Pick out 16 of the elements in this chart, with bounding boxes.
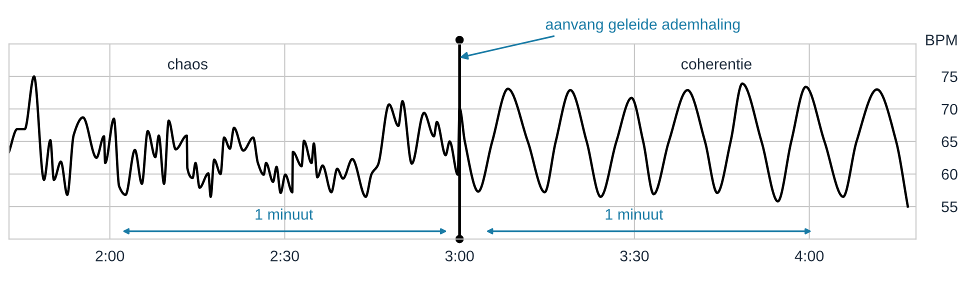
y-tick-label: 65: [942, 136, 958, 148]
y-tick-label: 70: [942, 104, 958, 115]
annotation: coherentie: [681, 58, 752, 70]
y-tick-label: 75: [942, 71, 958, 82]
x-tick-label: 2:00: [96, 250, 124, 262]
y-axis-title: BPM: [926, 34, 957, 46]
x-tick-label: 2:30: [270, 250, 299, 262]
x-tick-label: 4:00: [794, 250, 824, 262]
x-tick-label: 3:30: [620, 250, 649, 262]
annotation: aanvang geleide ademhaling: [546, 18, 740, 33]
x-tick-label: 3:00: [445, 250, 474, 262]
y-tick-label: 60: [942, 168, 958, 180]
y-tick-label: 55: [942, 202, 958, 212]
annotation: 1 minuut: [606, 208, 664, 220]
annotation: chaos: [168, 58, 208, 70]
annotation: 1 minuut: [256, 208, 314, 220]
